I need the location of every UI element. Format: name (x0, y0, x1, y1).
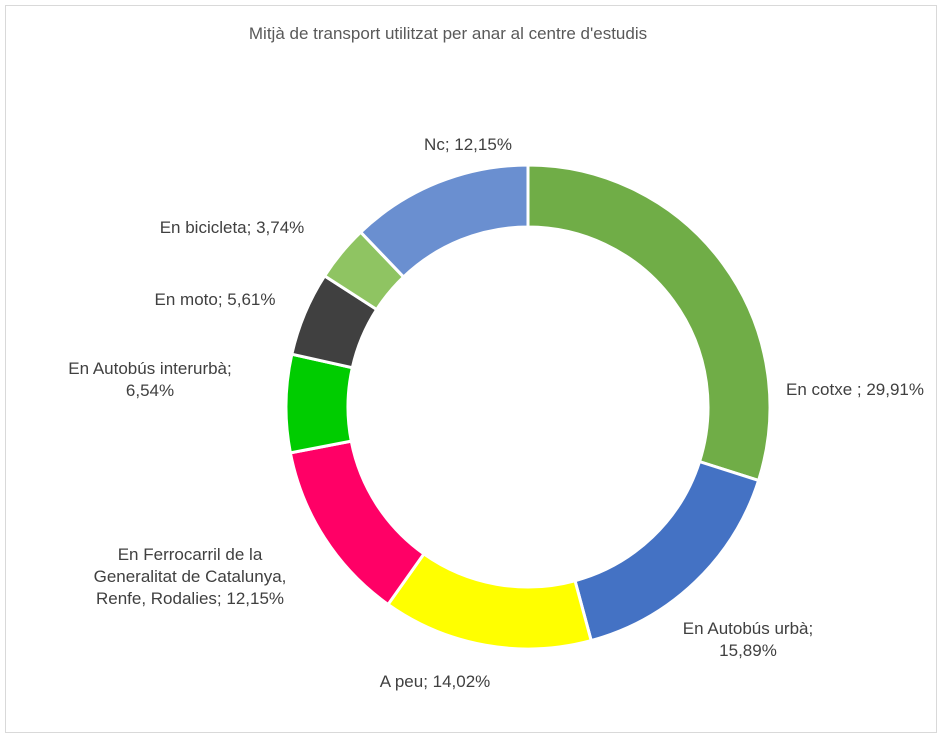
donut-segment (284, 352, 355, 455)
data-label: En Autobús urbà; 15,89% (682, 619, 814, 660)
data-label: A peu; 14,02% (379, 672, 491, 691)
data-label: En bicicleta; 3,74% (159, 218, 305, 237)
data-label: En Ferrocarril de la Generalitat de Cata… (93, 545, 287, 608)
chart-title: Mitjà de transport utilitzat per anar al… (248, 24, 648, 43)
data-label: En moto; 5,61% (154, 290, 276, 309)
donut-segment (358, 163, 530, 280)
donut-segment (526, 163, 772, 483)
data-label: En cotxe ; 29,91% (786, 380, 924, 399)
data-label: En Autobús interurbà; 6,54% (68, 359, 232, 400)
data-label: Nc; 12,15% (424, 135, 512, 154)
